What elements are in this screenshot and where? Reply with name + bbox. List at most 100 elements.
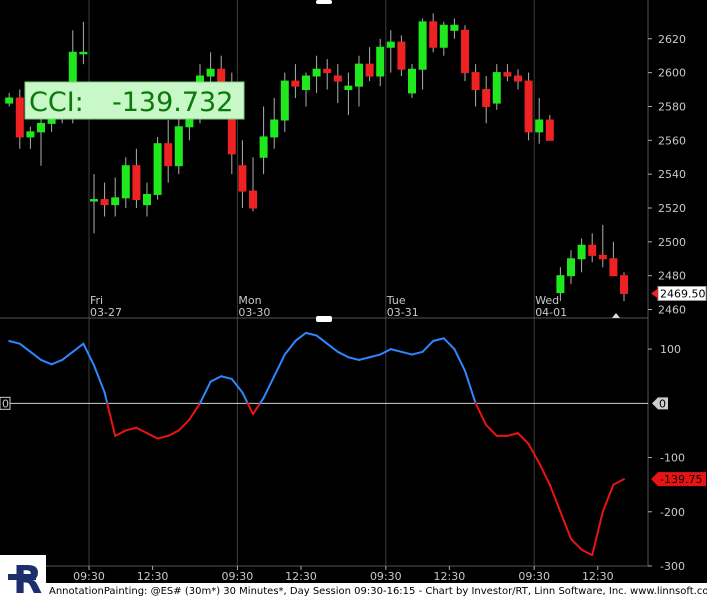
candle-body [439, 24, 448, 48]
cci-tick-label: -100 [660, 452, 685, 465]
candle [609, 241, 618, 277]
cci-line-segment [220, 375, 233, 380]
candle-body [556, 275, 565, 294]
candle-body [376, 46, 385, 77]
cci-line-segment [71, 342, 85, 353]
price-tick-label: 2500 [658, 236, 686, 249]
candle-body [333, 75, 342, 82]
date-label: 03-30 [238, 306, 270, 319]
cci-line-segment [453, 348, 466, 372]
candle [37, 114, 45, 166]
candle-body [620, 275, 628, 294]
pane-divider-handle[interactable] [316, 316, 332, 322]
cci-line-segment [82, 342, 95, 367]
candle [503, 64, 512, 82]
cci-line-segment [580, 548, 594, 557]
cci-axis[interactable]: 100 -100 -200 -300 0 0 -139.75 [0, 343, 706, 573]
time-tick-label: 09:30 [73, 570, 105, 583]
cci-pane [0, 331, 648, 557]
price-axis[interactable]: 2460 2480 2500 2520 2540 2560 2580 2600 2620 2469… [612, 33, 707, 318]
candle-body [492, 72, 501, 104]
cci-tick-label: -300 [660, 560, 685, 573]
cci-line-segment [188, 402, 201, 421]
candle [259, 106, 268, 175]
day-label: Mon [238, 294, 261, 307]
cci-line-segment [259, 396, 265, 405]
cci-line-segment [199, 380, 212, 405]
candle [620, 272, 628, 302]
time-tick-label: 09:30 [370, 570, 402, 583]
last-price-label: 2469.50 [660, 287, 706, 300]
cci-annotation[interactable]: CCI: -139.732 [24, 81, 245, 120]
candle-body [100, 199, 109, 206]
cci-line-segment [241, 391, 249, 405]
candle [577, 238, 586, 273]
time-tick-label: 09:30 [222, 570, 254, 583]
cci-line-segment [106, 402, 117, 437]
cci-zero-right-tag [652, 397, 668, 410]
cci-line-segment [209, 375, 223, 383]
app-logo: R [0, 555, 46, 598]
candle [567, 250, 575, 285]
candle-body [503, 72, 512, 77]
cci-line-segment [591, 510, 604, 557]
cci-line-segment [379, 348, 392, 356]
candle [132, 148, 141, 208]
candle-body [121, 165, 130, 199]
candle [408, 64, 416, 98]
candle [376, 38, 385, 87]
candle-body [270, 119, 279, 138]
cci-annotation-label: CCI: [29, 87, 84, 118]
candle-body [577, 244, 586, 260]
candle [270, 98, 279, 149]
candle [461, 25, 469, 82]
cci-line-segment [315, 334, 329, 345]
cci-line-segment [368, 353, 382, 359]
candle-body [545, 119, 554, 141]
cci-line-segment [167, 429, 180, 437]
price-tick-label: 2620 [658, 33, 686, 46]
candle [291, 64, 300, 98]
cci-line-segment [570, 537, 583, 551]
candle-body [291, 80, 300, 87]
candle [365, 47, 374, 82]
date-label: 03-27 [90, 306, 122, 319]
candle [164, 120, 173, 183]
candle [439, 21, 448, 56]
candle-body [535, 119, 544, 133]
price-tick-label: 2540 [658, 168, 686, 181]
price-tick-label: 2600 [658, 67, 686, 80]
price-tick-label: 2560 [658, 134, 686, 147]
candle [15, 89, 24, 149]
candle-body [238, 165, 247, 192]
candle [355, 55, 363, 107]
day-label: Tue [386, 294, 406, 307]
cci-line-segment [326, 342, 339, 353]
candle [90, 174, 98, 234]
candle-body [26, 131, 35, 138]
cci-tick-label: -200 [660, 506, 685, 519]
footer-caption: AnnotationPainting: @ES# (30m*) 30 Minut… [49, 586, 707, 597]
candle-body [471, 72, 480, 91]
candle-body [90, 199, 98, 202]
candle [312, 55, 321, 93]
candle [545, 114, 554, 141]
candle [323, 59, 332, 90]
cci-line-segment [8, 339, 21, 345]
cci-line-segment [273, 353, 286, 378]
cci-line-segment [50, 358, 64, 366]
candle [386, 30, 395, 73]
top-scroll-handle[interactable] [316, 0, 332, 4]
time-tick-label: 12:30 [434, 570, 466, 583]
last-bar-marker [612, 313, 620, 318]
candle-body [312, 68, 321, 77]
time-axis[interactable]: 09:30 12:30 09:30 12:30 09:30 12:30 09:30 12:30 [73, 566, 614, 583]
cci-line-segment [442, 337, 456, 351]
candle-body [153, 143, 162, 195]
candle-body [206, 68, 215, 77]
candle [588, 233, 597, 263]
cci-line-segment [61, 350, 74, 361]
cci-line-segment [464, 369, 477, 405]
last-price-arrow [651, 288, 658, 299]
